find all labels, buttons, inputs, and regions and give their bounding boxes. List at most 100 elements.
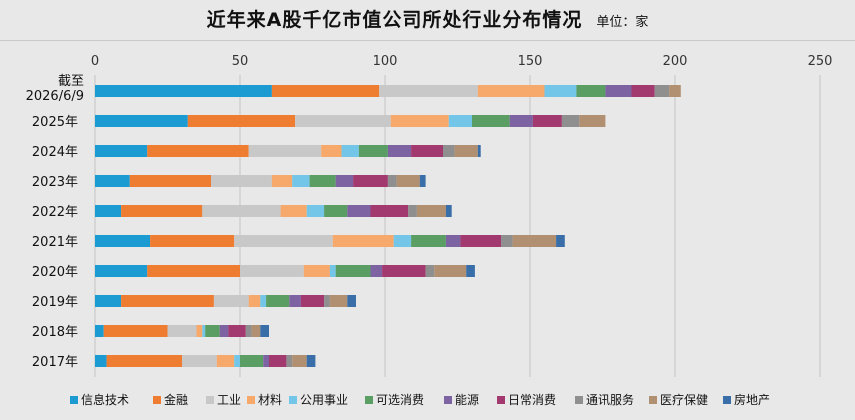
legend-swatch-7 (497, 396, 505, 404)
bar-5-series-4 (393, 235, 412, 247)
category-label-0: 截至 2026/6/9 (26, 74, 84, 104)
bar-3-series-2 (211, 175, 272, 187)
bar-5-series-5 (411, 235, 446, 247)
bar-5-series-3 (332, 235, 394, 247)
bar-0-series-4 (544, 85, 577, 97)
bar-4-series-6 (347, 205, 371, 217)
bar-9-series-9 (292, 355, 307, 367)
bar-3-series-6 (335, 175, 354, 187)
bar-1-series-5 (472, 115, 510, 127)
bar-1-series-3 (390, 115, 449, 127)
category-label-8: 2018年 (32, 325, 78, 340)
bar-9-series-2 (182, 355, 217, 367)
bar-3-series-10 (419, 175, 426, 187)
bar-6-series-3 (303, 265, 330, 277)
bar-3-series-5 (309, 175, 336, 187)
bar-9-series-0 (95, 355, 107, 367)
x-tick-label-0: 0 (91, 54, 99, 69)
x-tick-label-100: 100 (373, 54, 398, 69)
bar-3-series-4 (292, 175, 310, 187)
bar-5-series-9 (512, 235, 557, 247)
bar-0-series-7 (631, 85, 655, 97)
bar-7-series-4 (260, 295, 267, 307)
bar-6-series-0 (95, 265, 148, 277)
bar-6-series-5 (335, 265, 371, 277)
bar-6-series-8 (425, 265, 435, 277)
legend-swatch-2 (206, 396, 214, 404)
unit-label: 单位：家 (596, 15, 649, 30)
bar-8-series-4 (202, 325, 206, 337)
bar-6-series-4 (329, 265, 336, 277)
bar-1-series-1 (187, 115, 296, 127)
bar-9-series-6 (263, 355, 269, 367)
category-label-4: 2022年 (32, 205, 78, 220)
bar-7-series-7 (300, 295, 325, 307)
bar-8-series-5 (205, 325, 220, 337)
bar-0-series-3 (477, 85, 545, 97)
bar-2-series-2 (248, 145, 322, 157)
bar-6-series-9 (434, 265, 467, 277)
bar-1-series-9 (579, 115, 606, 127)
bar-9-series-4 (234, 355, 240, 367)
bar-2-series-3 (321, 145, 342, 157)
bar-1-series-7 (532, 115, 562, 127)
category-label-5: 2021年 (32, 235, 78, 250)
bar-5-series-0 (95, 235, 151, 247)
bar-6-series-6 (370, 265, 383, 277)
bar-4-series-9 (416, 205, 446, 217)
bar-2-series-6 (387, 145, 412, 157)
legend-label-1: 金融 (164, 392, 188, 407)
bar-1-series-0 (95, 115, 188, 127)
bar-0-series-9 (669, 85, 681, 97)
bar-4-series-8 (408, 205, 417, 217)
bar-0-series-5 (576, 85, 606, 97)
bar-4-series-0 (95, 205, 122, 217)
bar-9-series-1 (106, 355, 182, 367)
legend-swatch-6 (444, 396, 452, 404)
bar-6-series-7 (382, 265, 426, 277)
category-label-6: 2020年 (32, 265, 78, 280)
bar-9-series-10 (306, 355, 316, 367)
legend-label-5: 可选消费 (376, 393, 424, 407)
bar-8-series-10 (260, 325, 269, 337)
legend-label-10: 房地产 (734, 392, 770, 407)
bar-8-series-7 (228, 325, 246, 337)
legend-swatch-1 (153, 396, 161, 404)
legend-swatch-9 (649, 396, 657, 404)
bar-2-series-10 (477, 145, 481, 157)
bar-8-series-8 (245, 325, 252, 337)
legend-label-2: 工业 (217, 393, 241, 407)
bar-2-series-9 (454, 145, 478, 157)
bar-8-series-3 (196, 325, 203, 337)
bar-4-series-2 (202, 205, 281, 217)
bar-2-series-7 (411, 145, 443, 157)
chart-title: 近年来A股千亿市值公司所处行业分布情况 (206, 9, 583, 31)
bar-8-series-1 (103, 325, 168, 337)
bar-6-series-10 (466, 265, 475, 277)
legend-label-0: 信息技术 (81, 392, 129, 407)
legend-swatch-3 (247, 396, 255, 404)
bar-7-series-3 (248, 295, 261, 307)
bar-2-series-8 (443, 145, 455, 157)
bar-5-series-7 (460, 235, 501, 247)
bar-1-series-6 (509, 115, 533, 127)
category-label-3: 2023年 (32, 175, 78, 190)
bar-1-series-4 (448, 115, 472, 127)
bar-4-series-4 (306, 205, 325, 217)
bar-7-series-10 (347, 295, 356, 307)
bar-5-series-10 (556, 235, 565, 247)
bar-5-series-8 (501, 235, 513, 247)
bar-8-series-6 (219, 325, 229, 337)
legend-label-3: 材料 (258, 393, 282, 407)
bar-4-series-5 (324, 205, 348, 217)
bar-4-series-1 (121, 205, 203, 217)
bar-7-series-9 (329, 295, 348, 307)
bar-3-series-3 (271, 175, 293, 187)
bar-6-series-1 (147, 265, 240, 277)
bar-4-series-3 (280, 205, 307, 217)
category-label-7: 2019年 (32, 295, 78, 310)
bar-1-series-2 (295, 115, 391, 127)
category-label-1: 2025年 (32, 115, 78, 130)
bar-3-series-0 (95, 175, 130, 187)
